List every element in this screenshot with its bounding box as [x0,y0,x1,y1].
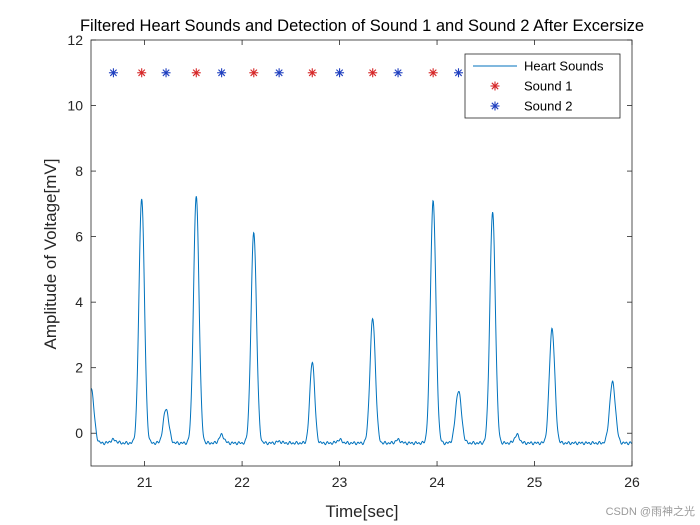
sound1-marker [307,68,317,78]
sound2-marker [161,68,171,78]
y-tick-label: 12 [67,32,83,48]
y-tick-label: 10 [67,98,83,114]
legend-label: Sound 1 [524,79,572,94]
watermark: CSDN @雨神之光 [606,504,695,518]
chart-title: Filtered Heart Sounds and Detection of S… [80,17,644,35]
sound1-marker-stroke [138,69,146,77]
legend-label: Heart Sounds [524,59,604,74]
sound2-marker [108,68,118,78]
x-tick-label: 26 [624,474,640,490]
sound2-marker [393,68,403,78]
sound1-marker [249,68,259,78]
legend: Heart Sounds Sound 1 Sound 2 [464,53,621,119]
sound1-marker-stroke [192,69,200,77]
y-tick-label: 8 [75,163,83,179]
sound1-marker [137,68,147,78]
sound2-marker-stroke [394,69,402,77]
sound2-marker-stroke [454,69,463,77]
x-axis-title: Time[sec] [325,502,398,521]
sound2-marker-stroke [162,69,170,77]
legend-marker-swatch [490,81,500,91]
sound2-marker [274,68,284,78]
sound2-marker-stroke [275,69,283,77]
x-tick-label: 25 [527,474,543,490]
y-tick-label: 2 [75,360,83,376]
sound1-marker-stroke [250,69,258,77]
axes-box [90,39,633,467]
sound1-marker [368,68,378,78]
sound2-marker-stroke [109,69,117,77]
legend-marker-swatch-stroke [491,102,499,110]
heart-sounds-line [90,196,633,446]
sound2-marker [335,68,345,78]
sound1-marker-stroke [429,69,437,77]
sound1-marker-stroke [308,69,316,77]
sound1-marker [428,68,438,78]
legend-label: Sound 2 [524,99,572,114]
sound2-marker-stroke [335,69,344,77]
sound1-marker [191,68,201,78]
sound1-marker-stroke [369,69,377,77]
y-tick-label: 0 [75,425,83,441]
sound2-marker [453,68,463,78]
x-tick-label: 21 [137,474,153,490]
y-axis-title: Amplitude of Voltage[mV] [41,159,60,350]
sound2-marker-stroke [218,69,226,77]
x-tick-label: 22 [234,474,250,490]
x-tick-label: 23 [332,474,348,490]
y-tick-label: 6 [75,229,83,245]
legend-marker-swatch [490,101,500,111]
y-tick-label: 4 [75,294,83,310]
sound2-marker [217,68,227,78]
legend-marker-swatch-stroke [491,82,499,90]
x-tick-label: 24 [429,474,445,490]
